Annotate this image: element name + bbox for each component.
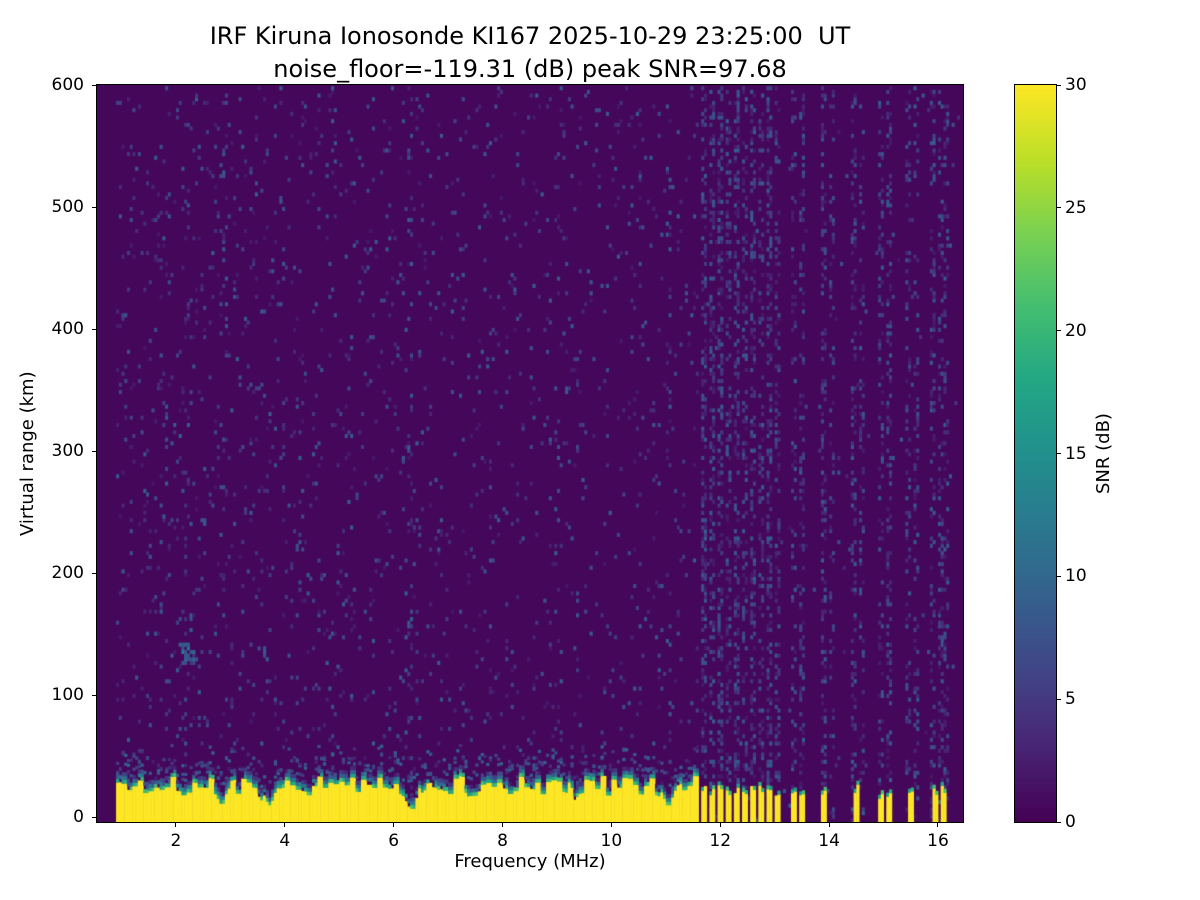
ionogram-canvas (97, 85, 963, 822)
colorbar-tick-label: 20 (1065, 320, 1087, 341)
y-tick-label: 500 (51, 197, 84, 218)
colorbar-tick-label: 5 (1065, 689, 1076, 710)
y-tick-mark (92, 816, 96, 818)
y-tick-label: 600 (51, 75, 84, 95)
y-tick-label: 100 (51, 685, 84, 706)
x-tick-mark (393, 823, 395, 827)
x-tick-label: 2 (170, 831, 182, 851)
y-tick-mark (92, 450, 96, 452)
colorbar-tick-label: 30 (1065, 75, 1087, 95)
colorbar-tick-label: 0 (1065, 812, 1076, 832)
y-tick-mark (92, 206, 96, 208)
chart-title: IRF Kiruna Ionosonde KI167 2025-10-29 23… (209, 22, 851, 50)
x-tick-label: 4 (279, 831, 291, 851)
y-tick-label: 400 (51, 319, 84, 340)
colorbar-tick-label: 25 (1065, 197, 1087, 218)
x-tick-mark (284, 823, 286, 827)
colorbar (1014, 84, 1057, 823)
x-tick-label: 8 (497, 831, 508, 851)
y-tick-label: 0 (73, 807, 84, 828)
plot-area (96, 84, 964, 823)
x-axis-label: Frequency (MHz) (454, 851, 606, 872)
y-axis-label: Virtual range (km) (17, 371, 38, 536)
x-tick-label: 10 (600, 831, 623, 851)
colorbar-gradient (1015, 85, 1056, 822)
colorbar-tick-mark (1057, 84, 1061, 86)
colorbar-tick-mark (1057, 821, 1061, 823)
colorbar-tick-label: 10 (1065, 566, 1087, 587)
y-tick-mark (92, 694, 96, 696)
y-tick-label: 200 (51, 563, 84, 584)
x-tick-mark (828, 823, 830, 827)
x-tick-label: 12 (709, 831, 732, 851)
x-tick-label: 14 (818, 831, 840, 851)
x-tick-mark (719, 823, 721, 827)
colorbar-tick-mark (1057, 698, 1061, 700)
colorbar-tick-mark (1057, 207, 1061, 209)
colorbar-tick-mark (1057, 453, 1061, 454)
x-tick-mark (937, 823, 939, 827)
y-tick-mark (92, 328, 96, 330)
chart-subtitle: noise_floor=-119.31 (dB) peak SNR=97.68 (273, 55, 787, 83)
x-tick-mark (175, 823, 177, 827)
x-tick-mark (610, 823, 612, 827)
colorbar-tick-label: 15 (1065, 443, 1087, 464)
x-tick-label: 16 (927, 831, 949, 851)
y-tick-mark (92, 84, 96, 86)
y-tick-label: 300 (51, 441, 84, 462)
colorbar-tick-mark (1057, 330, 1061, 332)
x-tick-mark (502, 823, 503, 827)
colorbar-tick-mark (1057, 575, 1061, 577)
x-tick-label: 6 (388, 831, 400, 851)
y-tick-mark (92, 572, 96, 574)
